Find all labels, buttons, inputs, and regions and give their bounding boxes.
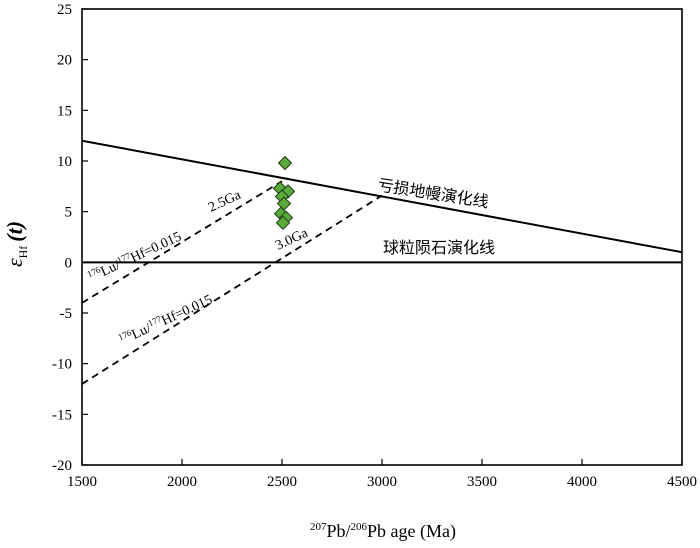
reference-lines: [81, 139, 683, 385]
y-tick-label: 20: [57, 53, 72, 69]
y-tick-label: 10: [57, 154, 72, 170]
data-point: [275, 215, 291, 231]
y-tick-label: 25: [57, 2, 72, 18]
y-tick-label: -15: [52, 407, 72, 423]
lu-hf-ratio-label-upper: 176Lu/177Hf=0.015: [86, 228, 184, 286]
x-tick-label: 4000: [567, 474, 597, 490]
data-points: [272, 155, 296, 231]
y-axis-title: εHf(t): [2, 221, 30, 267]
chur-label: 球粒陨石演化线: [383, 238, 495, 257]
y-tick-label: 5: [65, 205, 73, 221]
lu-hf-ratio-label-lower: 176Lu/177Hf=0.015: [117, 291, 215, 349]
age-3-0ga-label: 3.0Ga: [273, 225, 311, 253]
x-tick-label: 1500: [67, 474, 97, 490]
reference-line-evolution-3.0ga: [81, 194, 383, 385]
x-tick-label: 2000: [167, 474, 197, 490]
age-2-5ga-label: 2.5Ga: [206, 187, 244, 215]
y-tick-label: 15: [57, 103, 72, 119]
data-point: [277, 155, 293, 171]
x-axis-title: 207Pb/206Pb age (Ma): [310, 521, 456, 542]
y-tick-label: -20: [52, 458, 72, 474]
y-tick-label: 0: [65, 255, 73, 271]
x-tick-label: 3500: [467, 474, 497, 490]
x-tick-label: 4500: [667, 474, 697, 490]
y-tick-label: -5: [60, 306, 73, 322]
y-tick-label: -10: [52, 357, 72, 373]
axis-ticks: 1500 2000 2500 3000 3500 4000 4500 -20 -15 -10 -5 0…: [52, 2, 697, 490]
reference-line-evolution-2.5ga: [81, 180, 283, 304]
x-tick-label: 3000: [367, 474, 397, 490]
x-tick-label: 2500: [267, 474, 297, 490]
